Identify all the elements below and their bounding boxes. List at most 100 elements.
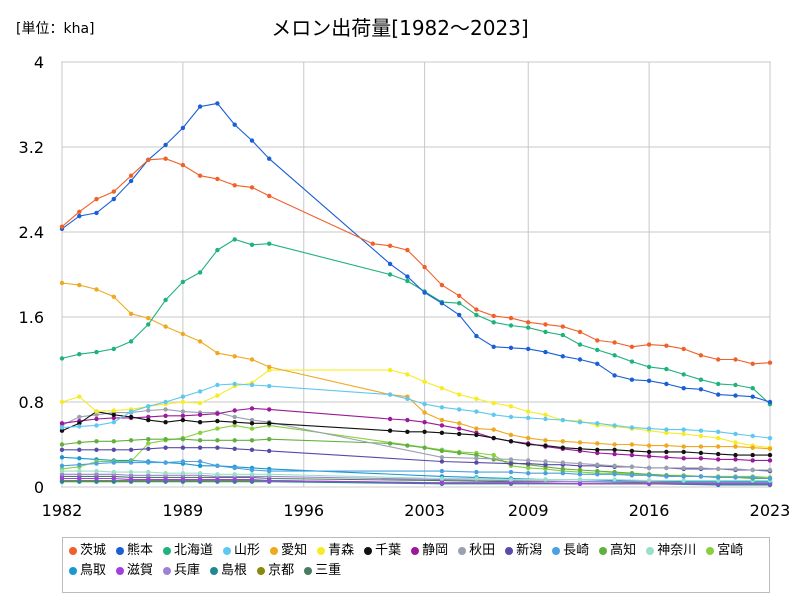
data-point bbox=[526, 471, 531, 476]
data-point bbox=[681, 431, 686, 437]
data-point bbox=[698, 353, 704, 358]
data-point bbox=[94, 423, 99, 428]
data-point bbox=[267, 364, 272, 370]
legend-item: 島根 bbox=[210, 563, 247, 579]
data-point bbox=[215, 472, 220, 477]
legend-marker bbox=[599, 547, 608, 555]
legend-label: 静岡 bbox=[422, 543, 449, 558]
data-point bbox=[180, 125, 186, 131]
data-point bbox=[94, 196, 99, 202]
data-point bbox=[249, 447, 255, 452]
legend-marker bbox=[270, 547, 279, 555]
data-point bbox=[595, 447, 600, 452]
data-point bbox=[59, 468, 65, 474]
data-point bbox=[646, 426, 652, 431]
data-point bbox=[474, 432, 479, 438]
data-point bbox=[646, 478, 652, 483]
data-point bbox=[111, 479, 117, 484]
data-point bbox=[698, 474, 704, 479]
data-point bbox=[767, 458, 773, 463]
data-point bbox=[716, 444, 721, 449]
data-point bbox=[111, 412, 117, 417]
data-point bbox=[491, 400, 496, 406]
data-point bbox=[77, 472, 82, 477]
series-line bbox=[61, 383, 771, 439]
data-point bbox=[180, 445, 186, 450]
data-point bbox=[612, 472, 617, 477]
data-point bbox=[422, 445, 427, 450]
legend-marker bbox=[317, 547, 326, 555]
data-point bbox=[267, 193, 272, 199]
series-line bbox=[61, 102, 771, 403]
data-point bbox=[267, 468, 272, 474]
data-point bbox=[716, 451, 721, 457]
data-point bbox=[595, 450, 600, 456]
data-point bbox=[716, 381, 721, 387]
data-point bbox=[146, 408, 151, 413]
data-point bbox=[387, 272, 393, 277]
data-point bbox=[612, 463, 617, 468]
data-point bbox=[197, 471, 203, 476]
data-point bbox=[526, 415, 531, 421]
data-point bbox=[750, 386, 755, 391]
data-point bbox=[457, 431, 462, 437]
data-point bbox=[491, 412, 496, 417]
data-point bbox=[180, 279, 186, 285]
data-point bbox=[180, 471, 186, 476]
data-point bbox=[612, 477, 617, 482]
data-point bbox=[146, 157, 151, 162]
data-point bbox=[474, 307, 479, 312]
data-point bbox=[215, 426, 220, 431]
data-point bbox=[543, 416, 548, 422]
data-point bbox=[716, 466, 721, 472]
legend-label: 青森 bbox=[328, 543, 355, 558]
data-point bbox=[215, 411, 220, 416]
legend-marker bbox=[116, 547, 125, 555]
data-point bbox=[163, 413, 168, 418]
data-point bbox=[267, 472, 272, 477]
data-point bbox=[387, 428, 393, 433]
data-point bbox=[111, 408, 117, 413]
data-point bbox=[405, 417, 410, 423]
data-point bbox=[249, 242, 255, 247]
data-point bbox=[681, 372, 686, 377]
legend-item: 茨城 bbox=[69, 543, 106, 559]
data-point bbox=[59, 479, 65, 484]
data-point bbox=[716, 478, 721, 483]
data-point bbox=[249, 477, 255, 482]
legend-label: 秋田 bbox=[469, 543, 496, 558]
data-point bbox=[249, 382, 255, 388]
data-point bbox=[77, 456, 82, 461]
data-point bbox=[387, 441, 393, 446]
data-point bbox=[629, 442, 635, 447]
data-point bbox=[232, 465, 237, 471]
data-point bbox=[767, 446, 773, 451]
legend-label: 京都 bbox=[268, 563, 295, 578]
legend-item: 高知 bbox=[599, 543, 636, 559]
data-point bbox=[508, 461, 514, 466]
data-point bbox=[405, 429, 410, 434]
data-point bbox=[646, 481, 652, 486]
data-point bbox=[111, 196, 117, 202]
data-point bbox=[128, 311, 134, 316]
data-point bbox=[59, 421, 65, 426]
series-line bbox=[61, 411, 770, 456]
legend-label: 千葉 bbox=[375, 543, 402, 558]
legend-marker bbox=[706, 547, 715, 555]
y-tick-label: 0 bbox=[34, 478, 44, 497]
data-point bbox=[577, 477, 583, 482]
data-point bbox=[249, 421, 255, 426]
data-point bbox=[457, 392, 462, 397]
data-point bbox=[77, 352, 82, 357]
legend: 茨城 熊本 北海道 山形 愛知 青森 千葉 静岡 秋田 新潟 長崎 高知 神奈川 宮崎 鳥取 滋賀 兵庫 島根 京都… bbox=[62, 537, 770, 593]
data-point bbox=[767, 467, 773, 473]
data-point bbox=[422, 379, 427, 384]
data-point bbox=[767, 435, 773, 441]
data-point bbox=[146, 322, 151, 327]
data-point bbox=[146, 477, 151, 482]
legend-marker bbox=[163, 567, 172, 575]
series-愛知 bbox=[59, 280, 773, 451]
data-point bbox=[439, 455, 445, 460]
unit-label: [単位：kha] bbox=[16, 21, 95, 37]
